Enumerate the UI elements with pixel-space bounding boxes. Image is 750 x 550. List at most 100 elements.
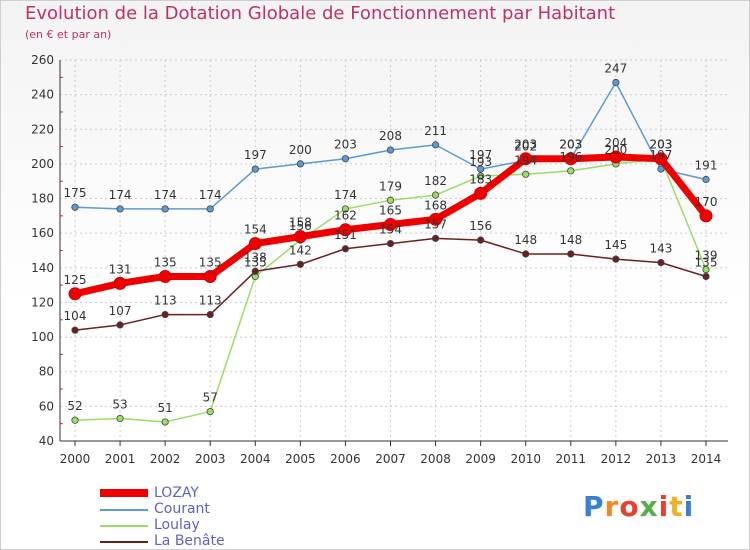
data-point [68,287,82,301]
data-label: 135 [199,255,222,269]
data-label: 204 [604,136,627,150]
y-tick-label: 180 [31,192,54,206]
axes [59,60,728,446]
x-tick-label: 2005 [285,452,316,466]
data-point [612,255,620,263]
x-tick-labels: 2000 2001 2002 2003 2004 2005 2006 2007 2008 2009… [60,452,722,466]
data-label: 156 [289,219,312,233]
data-label: 148 [514,233,537,247]
data-point [609,150,623,164]
data-point [341,245,350,253]
data-point [206,310,214,319]
data-label: 208 [379,129,402,143]
data-point [206,407,214,416]
data-label: 151 [334,228,357,242]
data-label: 194 [514,153,537,167]
legend-label: Loulay [154,517,200,533]
data-label: 182 [424,174,447,188]
data-point [293,230,307,244]
logo-letter: x [639,490,659,523]
data-label: 143 [649,242,672,256]
data-point [657,259,665,267]
y-tick-label: 260 [31,53,54,67]
data-point [341,155,350,163]
data-point [161,310,169,319]
data-label: 135 [244,255,267,269]
data-point [702,175,710,184]
data-point [206,205,214,213]
data-point [386,196,395,204]
data-point [519,152,533,166]
data-point [567,250,575,258]
series-points [68,78,713,426]
logo-letter: P [583,490,605,523]
data-point [296,260,304,268]
x-tick-label: 2009 [465,452,496,466]
data-point [161,418,169,426]
data-point [431,191,440,199]
data-label: 193 [469,155,492,169]
data-point [116,321,124,329]
x-tick-label: 2011 [556,452,587,466]
data-point [341,205,350,213]
logo-letter: o [619,490,640,523]
data-label: 157 [424,217,447,231]
data-label: 142 [289,243,312,257]
y-tick-label: 40 [39,434,54,448]
data-point [113,276,127,290]
data-point [477,165,485,173]
y-tick-label: 80 [39,365,54,379]
data-point [251,267,259,275]
x-tick-label: 2012 [601,452,632,466]
data-point [71,416,79,424]
data-point [702,272,710,281]
legend-label: LOZAY [154,485,199,501]
data-label: 179 [379,179,402,193]
x-tick-label: 2003 [195,452,226,466]
data-point [431,234,440,242]
data-label: 148 [559,233,582,247]
x-tick-label: 2001 [105,452,136,466]
data-label: 183 [469,172,492,186]
chart-subtitle: (en € et par an) [25,28,112,41]
data-label: 113 [199,294,222,308]
data-label: 200 [604,143,627,157]
y-tick-labels: 40 60 80 100 120 140 160 180 200 220 240 260 [31,53,54,448]
data-label: 138 [244,250,267,264]
data-label: 113 [154,294,177,308]
data-point [116,414,124,423]
y-tick-label: 120 [31,295,54,309]
y-tick-label: 100 [31,330,54,344]
x-tick-label: 2013 [646,452,677,466]
data-point [429,212,443,226]
data-label: 168 [424,198,447,212]
data-point [338,223,352,237]
y-tick-label: 60 [39,399,54,413]
data-point [203,269,217,283]
data-label: 211 [424,124,447,138]
data-label: 203 [559,138,582,152]
logo-letter: i [683,490,695,523]
data-label: 104 [64,309,87,323]
data-label: 125 [64,273,87,287]
data-point [386,239,395,248]
legend-label: La Benâte [154,533,225,549]
x-tick-label: 2006 [330,452,361,466]
legend-swatch-la-benate [100,541,148,543]
grid-lines [60,59,728,442]
legend-label: Courant [154,501,210,517]
data-label: 247 [604,62,627,76]
x-tick-label: 2007 [375,452,406,466]
data-label: 203 [514,138,537,152]
data-label: 174 [154,188,177,202]
data-label: 197 [469,148,492,162]
data-point [564,152,578,166]
data-label: 203 [559,138,582,152]
data-point [477,236,485,244]
data-point [386,146,395,154]
logo-letter: i [658,490,670,523]
data-label: 154 [244,223,267,237]
data-label: 162 [334,209,357,223]
data-label: 174 [109,188,132,202]
